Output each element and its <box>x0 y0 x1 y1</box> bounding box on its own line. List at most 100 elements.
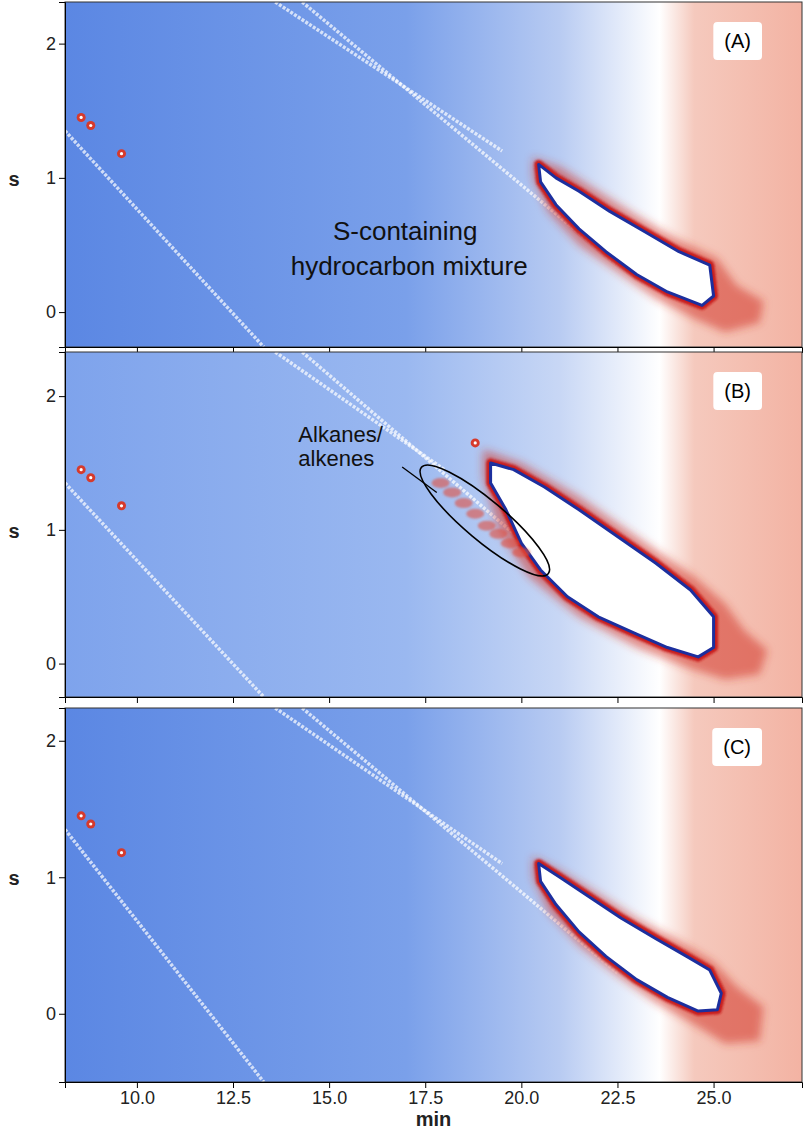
peak <box>512 548 530 558</box>
y-tick-label: 0 <box>46 302 56 322</box>
streak <box>275 2 502 151</box>
x-tick <box>714 697 715 703</box>
y-tick: 2 <box>46 731 65 751</box>
x-tick-label: 20.0 <box>504 1088 539 1108</box>
x-tick-mark <box>617 697 618 703</box>
x-tick: 20.0 <box>504 1082 539 1108</box>
spot <box>77 465 86 474</box>
x-axis: 10.0 12.5 15.0 17.5 20.0 22.5 25.0 <box>66 1082 803 1108</box>
mixture-rim <box>539 864 722 1011</box>
peak <box>443 487 461 497</box>
frame <box>65 352 802 697</box>
spot <box>86 473 95 482</box>
x-tick <box>617 697 618 703</box>
x-tick-label: 12.5 <box>216 1088 251 1108</box>
peak <box>432 478 450 488</box>
x-tick <box>425 697 426 703</box>
spot <box>117 848 126 857</box>
spot-core <box>80 814 83 817</box>
y-tick-mark <box>59 664 65 665</box>
background <box>65 708 802 1082</box>
x-tick-label: 10.0 <box>120 1088 155 1108</box>
region <box>409 452 562 589</box>
y-axis-line <box>59 353 66 698</box>
peak <box>455 498 473 508</box>
x-axis-title: min <box>416 1108 452 1130</box>
spot-core <box>80 116 83 119</box>
y-axis-title: s <box>8 867 19 889</box>
x-tick <box>329 697 330 703</box>
spot <box>117 149 126 158</box>
y-tick-label: 0 <box>46 654 56 674</box>
y-tick-mark <box>59 741 65 742</box>
streak <box>275 708 502 864</box>
y-tick: 2 <box>46 34 65 54</box>
mixture-rim <box>491 463 714 657</box>
y-tick-label: 2 <box>46 386 56 406</box>
x-tick-label: 17.5 <box>408 1088 443 1108</box>
y-tick-label: 0 <box>46 1004 56 1024</box>
y-axis-line <box>59 3 66 348</box>
spot-core <box>474 441 477 444</box>
y-tick-mark <box>59 877 65 878</box>
frame <box>65 708 802 1082</box>
y-axis: 0 1 2 <box>46 3 66 348</box>
x-axis-line <box>66 698 803 704</box>
panel: S-containing hydrocarbon mixture (A) 0 1 2 s <box>8 2 802 353</box>
spot <box>86 820 95 829</box>
spot <box>77 113 86 122</box>
y-tick: 1 <box>46 868 65 888</box>
y-tick-mark <box>59 530 65 531</box>
mixture <box>539 164 714 305</box>
y-axis-line <box>59 709 66 1083</box>
y-tick: 1 <box>46 520 65 540</box>
y-tick-mark <box>59 312 65 313</box>
figure: S-containinghydrocarbon mixture(A)012sAl… <box>0 0 804 1133</box>
x-tick: 15.0 <box>312 1082 347 1108</box>
y-tick-mark <box>59 178 65 179</box>
panel: Alkanes/alkenes(B)012s <box>8 352 802 703</box>
y-tick-label: 1 <box>46 520 56 540</box>
x-tick: 10.0 <box>120 1082 155 1108</box>
y-tick-label: 1 <box>46 168 56 188</box>
panel-label-box: (C) <box>712 728 762 766</box>
mixture-rim <box>539 164 714 305</box>
panel-label-box: (B) <box>713 372 762 410</box>
annotation: hydrocarbon mixture <box>291 251 528 281</box>
label-background <box>713 22 762 60</box>
peak <box>466 509 484 519</box>
streak <box>65 131 264 347</box>
y-axis: 0 1 2 <box>46 709 66 1083</box>
spot-core <box>120 504 123 507</box>
x-tick: 17.5 <box>408 1082 443 1108</box>
spot-core <box>89 124 92 127</box>
spot-core <box>80 468 83 471</box>
x-tick: 25.0 <box>697 1082 732 1108</box>
x-tick: 12.5 <box>216 1082 251 1108</box>
y-axis-title: s <box>8 168 19 190</box>
plot-area <box>65 708 802 1082</box>
y-tick: 0 <box>46 302 65 322</box>
x-tick-mark <box>425 697 426 703</box>
x-tick-label: 25.0 <box>697 1088 732 1108</box>
y-tick-mark <box>59 396 65 397</box>
annotation: S-containing <box>333 216 478 246</box>
peak <box>489 529 507 539</box>
y-tick-mark <box>59 44 65 45</box>
background <box>65 352 802 697</box>
peak <box>501 538 519 548</box>
y-tick: 0 <box>46 654 65 674</box>
spot <box>86 121 95 130</box>
x-tick <box>521 697 522 703</box>
x-tick-label: 15.0 <box>312 1088 347 1108</box>
peak <box>478 521 496 531</box>
background <box>65 2 802 347</box>
x-axis <box>66 697 803 703</box>
spot-core <box>89 476 92 479</box>
x-tick <box>137 697 138 703</box>
panel-label-box: (A) <box>713 22 762 60</box>
y-tick-label: 2 <box>46 34 56 54</box>
plot-area <box>65 2 802 347</box>
x-tick: 22.5 <box>600 1082 635 1108</box>
panel: (C) 10.0 12.5 15.0 17.5 20.0 22.5 25.0 0 1 2 s min <box>8 708 802 1130</box>
